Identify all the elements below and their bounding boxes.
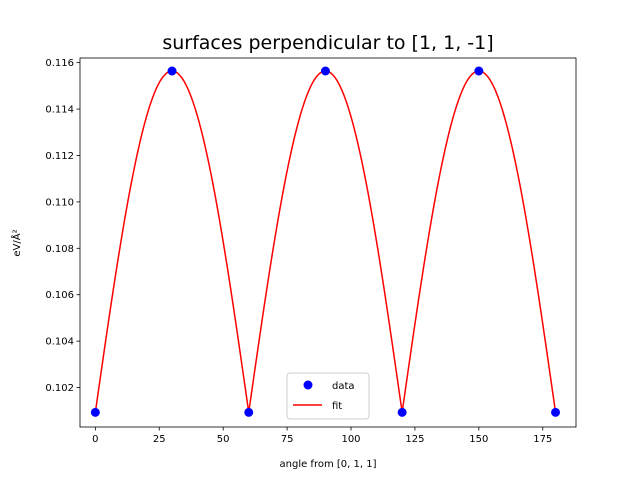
y-tick-label: 0.114 — [45, 105, 74, 116]
x-axis: 0 25 50 75 100 125 150 175 — [92, 427, 552, 445]
data-point — [551, 407, 561, 417]
y-tick-label: 0.112 — [45, 151, 74, 162]
plot-frame — [79, 57, 577, 428]
y-tick-label: 0.110 — [45, 197, 74, 208]
legend: data fit — [286, 372, 370, 420]
data-point — [397, 407, 407, 417]
x-tick-label: 125 — [405, 434, 424, 445]
legend-data-marker — [303, 380, 313, 390]
y-axis-title: eV/Å² — [10, 229, 23, 256]
data-point — [474, 66, 484, 76]
y-axis: 0.102 0.104 0.106 0.108 0.110 0.112 0.114 0.116 — [45, 58, 80, 394]
y-tick-label: 0.108 — [45, 244, 74, 255]
x-tick-label: 25 — [153, 434, 166, 445]
x-tick-label: 150 — [469, 434, 488, 445]
data-point — [90, 407, 100, 417]
x-tick-label: 0 — [92, 434, 98, 445]
y-tick-label: 0.116 — [45, 58, 74, 69]
y-tick-label: 0.104 — [45, 337, 74, 348]
chart-title: surfaces perpendicular to [1, 1, -1] — [162, 32, 493, 54]
legend-fit-label: fit — [332, 401, 342, 412]
plot-area — [79, 57, 577, 428]
x-tick-label: 75 — [281, 434, 294, 445]
y-tick-label: 0.102 — [45, 383, 74, 394]
legend-data-label: data — [332, 381, 355, 392]
x-tick-label: 50 — [217, 434, 230, 445]
data-point — [320, 66, 330, 76]
data-point — [167, 66, 177, 76]
x-axis-title: angle from [0, 1, 1] — [280, 459, 377, 470]
y-tick-label: 0.106 — [45, 290, 74, 301]
legend-frame — [286, 372, 370, 420]
x-tick-label: 175 — [533, 434, 552, 445]
x-tick-label: 100 — [341, 434, 360, 445]
data-point — [244, 407, 254, 417]
